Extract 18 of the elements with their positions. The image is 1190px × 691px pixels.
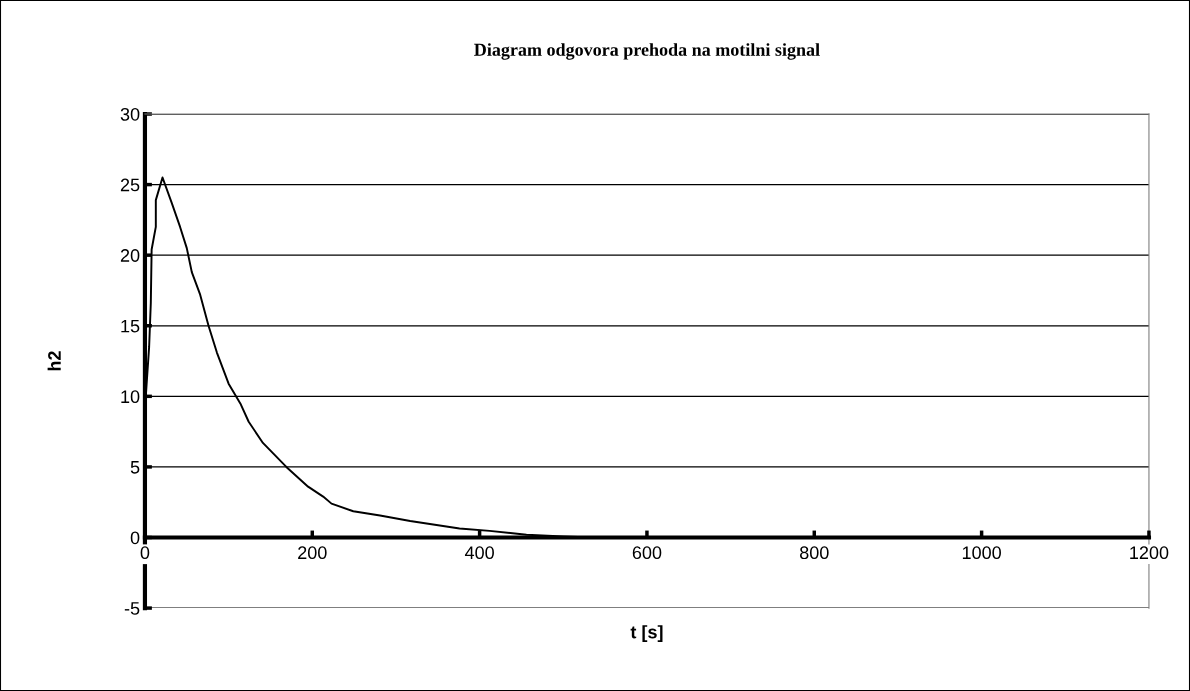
y-tick-label: 5 <box>130 461 140 474</box>
x-tick-label: 800 <box>800 546 829 560</box>
y-tick-label: 20 <box>120 249 140 262</box>
chart-title: Diagram odgovora prehoda na motilni signal <box>474 43 820 60</box>
y-axis-title: h2 <box>47 351 61 371</box>
y-tick-label: 15 <box>121 319 140 333</box>
x-axis-title: t [s] <box>630 625 663 642</box>
x-tick-label: 1200 <box>1130 546 1169 560</box>
y-tick-label: 10 <box>121 390 140 404</box>
y-tick-label: 0 <box>130 531 140 545</box>
x-tick-label: 1000 <box>962 546 1001 560</box>
x-tick-label: 0 <box>140 546 150 560</box>
x-tick-label: 200 <box>298 546 327 560</box>
y-tick-label: -5 <box>124 602 140 615</box>
y-tick-label: 25 <box>120 178 140 192</box>
y-tick-label: 30 <box>120 107 140 121</box>
x-tick-label: 600 <box>632 546 662 560</box>
x-tick-label: 400 <box>464 546 494 560</box>
